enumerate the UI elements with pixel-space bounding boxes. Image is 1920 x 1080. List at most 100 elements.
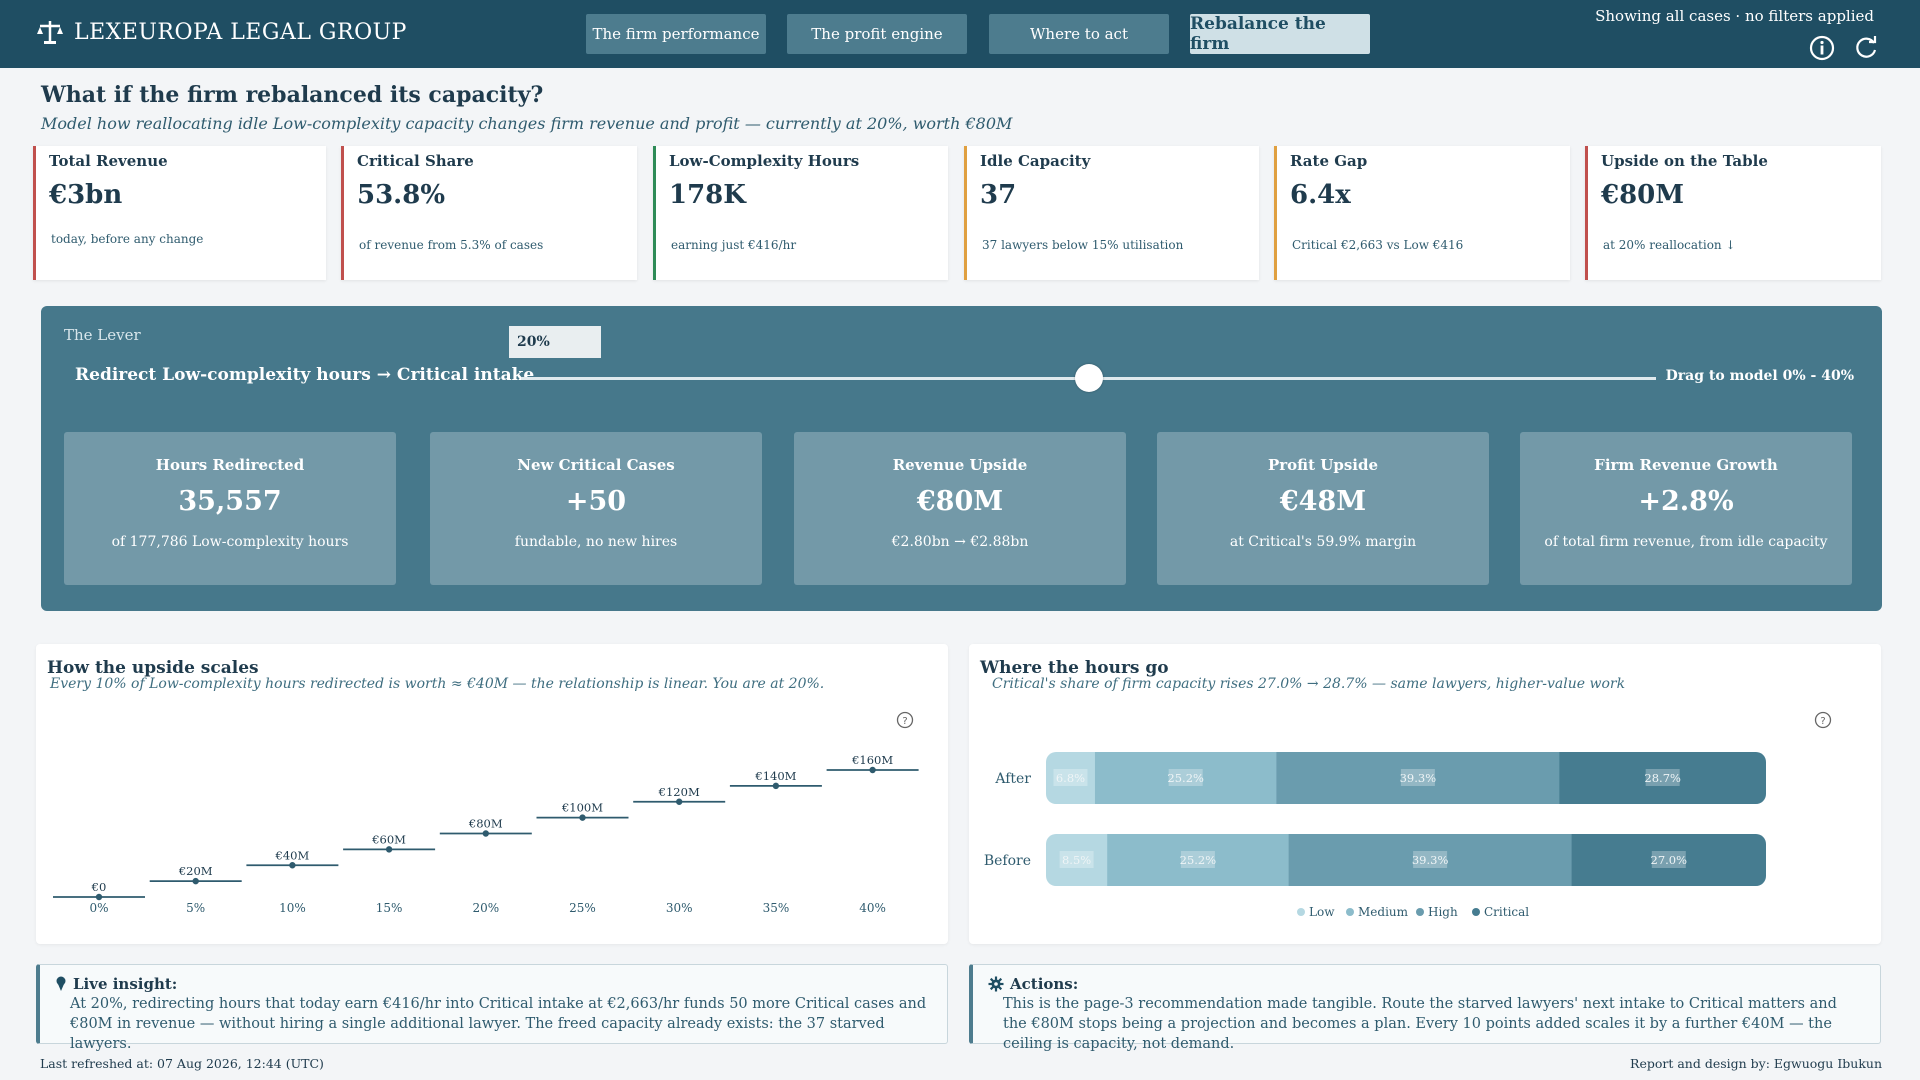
upside-point [385,846,393,853]
lever-card-title: New Critical Cases [517,456,675,474]
gear-icon [988,976,1004,992]
lever-card-title: Profit Upside [1268,456,1378,474]
actions-body: This is the page-3 recommendation made t… [1003,996,1837,1052]
kpi-note: of revenue from 5.3% of cases [359,238,544,252]
upside-point [772,782,780,790]
upside-data-label: €0 [91,880,107,894]
kpi-card-total-revenue: Total Revenue €3bn today, before any cha… [33,146,326,280]
lever-card-note: €2.80bn → €2.88bn [891,534,1029,550]
hours-segment-label: 8.5% [1062,853,1091,867]
hours-segment-label: 6.8% [1056,771,1085,785]
brand-name: LEXEUROPA LEGAL GROUP [74,19,407,45]
upside-panel-subtitle: Every 10% of Low-complexity hours redire… [50,676,825,692]
hours-category-label: Before [984,853,1031,869]
lever-card-value: +2.8% [1638,486,1734,517]
upside-data-label: €100M [561,801,603,815]
hours-stacked-bar-chart: After 6.8% 25.2% 39.3% 28.7% Before 8.5% 25.2% 3… [984,752,1766,919]
lever-section-label: The Lever [64,326,141,344]
hours-segment-low [1046,834,1108,886]
upside-scale-chart: €0 0% €20M 5% €40M 10% €60M 15% €80M 20% €100M 25% €… [53,753,919,915]
live-insight-heading-text: Live insight: [73,975,178,993]
lever-card-note: of 177,786 Low-complexity hours [111,534,349,550]
hours-segment-label-bg [1168,769,1203,786]
lever-card-value: 35,557 [178,486,282,517]
upside-data-label: €160M [851,753,893,767]
kpi-label: Critical Share [357,152,474,170]
upside-point [95,893,103,901]
upside-point [192,877,199,885]
last-refreshed: Last refreshed at: 07 Aug 2026, 12:44 (U… [40,1056,324,1071]
upside-x-tick-label: 35% [763,901,790,915]
hours-segment-label-bg [1645,769,1680,786]
upside-data-label: €40M [275,848,310,862]
tab-where-to-act[interactable]: Where to act [989,14,1169,54]
lever-card-note: at Critical's 59.9% margin [1229,534,1417,550]
page-subtitle: Model how reallocating idle Low-complexi… [41,114,1013,133]
legend-swatch-medium [1346,908,1354,916]
upside-point [289,862,296,869]
upside-x-tick-label: 30% [666,901,693,915]
upside-x-tick-label: 20% [472,901,499,915]
lever-card-title: Firm Revenue Growth [1594,456,1778,474]
live-insight-heading: Live insight: [55,975,177,993]
lever-card-revenue-upside: Revenue Upside €80M €2.80bn → €2.88bn [794,432,1126,585]
report-credit: Report and design by: Egwuogu Ibukun [1630,1056,1882,1071]
kpi-card-upside-on-the-table: Upside on the Table €80M at 20% realloca… [1585,146,1881,280]
upside-point [869,766,876,774]
lever-description: Redirect Low-complexity hours → Critical… [75,365,535,385]
kpi-card-low-complexity-hours: Low-Complexity Hours 178K earning just €… [653,146,948,280]
actions-heading-text: Actions: [1010,975,1079,993]
lever-card-profit-upside: Profit Upside €48M at Critical's 59.9% m… [1157,432,1489,585]
hours-segment-label-bg [1180,851,1215,868]
kpi-value: €3bn [49,180,123,210]
legend-swatch-low [1297,908,1305,916]
top-navigation-bar: LEXEUROPA LEGAL GROUP The firm performan… [0,0,1920,68]
filter-status: Showing all cases · no filters applied [1595,7,1874,25]
lever-card-value: €48M [1279,486,1367,517]
tab-rebalance-the-firm[interactable]: Rebalance the firm [1190,14,1370,54]
kpi-card-critical-share: Critical Share 53.8% of revenue from 5.3… [341,146,637,280]
kpi-label: Low-Complexity Hours [669,152,860,170]
kpi-label: Idle Capacity [980,152,1091,170]
scales-of-justice-icon [37,21,63,44]
hours-segment-label: 25.2% [1167,771,1204,785]
lever-card-value: +50 [565,486,627,517]
kpi-value: 53.8% [357,180,446,210]
legend-label-low: Low [1309,905,1335,919]
legend-swatch-high [1416,908,1424,916]
lever-card-new-critical-cases: New Critical Cases +50 fundable, no new … [430,432,762,585]
upside-data-label: €120M [658,785,700,799]
hours-stacked-bar [1046,752,1766,804]
reallocation-percent-input[interactable] [509,326,601,358]
actions-heading: Actions: [988,975,1078,993]
kpi-note: at 20% reallocation ↓ [1603,238,1736,252]
legend-label-critical: Critical [1484,905,1529,919]
info-icon[interactable] [1808,34,1836,62]
kpi-note: Critical €2,663 vs Low €416 [1292,238,1464,252]
help-icon[interactable]: ? [1814,711,1832,729]
page-title: What if the firm rebalanced its capacity… [41,82,544,108]
live-insight-body: At 20%, redirecting hours that today ear… [70,996,927,1052]
tab-firm-performance[interactable]: The firm performance [586,14,766,54]
live-insight-box: Live insight: At 20%, redirecting hours … [36,964,948,1052]
lever-card-note: of total firm revenue, from idle capacit… [1544,534,1828,550]
legend-label-medium: Medium [1358,905,1409,919]
tab-profit-engine[interactable]: The profit engine [787,14,967,54]
kpi-note: earning just €416/hr [671,238,797,252]
upside-data-label: €140M [754,769,796,783]
kpi-value: 37 [980,180,1017,210]
hours-segment-medium [1094,752,1277,804]
kpi-label: Upside on the Table [1601,152,1768,170]
upside-x-tick-label: 0% [89,901,108,915]
kpi-note: 37 lawyers below 15% utilisation [982,238,1184,252]
hours-segment-medium [1107,834,1290,886]
upside-x-tick-label: 10% [279,901,306,915]
help-icon[interactable]: ? [896,711,914,729]
svg-text:?: ? [902,716,907,727]
reallocation-slider-thumb[interactable] [1074,364,1103,392]
lever-card-value: €80M [916,486,1004,517]
refresh-icon[interactable] [1852,34,1880,62]
kpi-value: €80M [1601,180,1685,210]
lever-card-note: fundable, no new hires [514,534,678,550]
hours-category-label: After [994,771,1031,787]
